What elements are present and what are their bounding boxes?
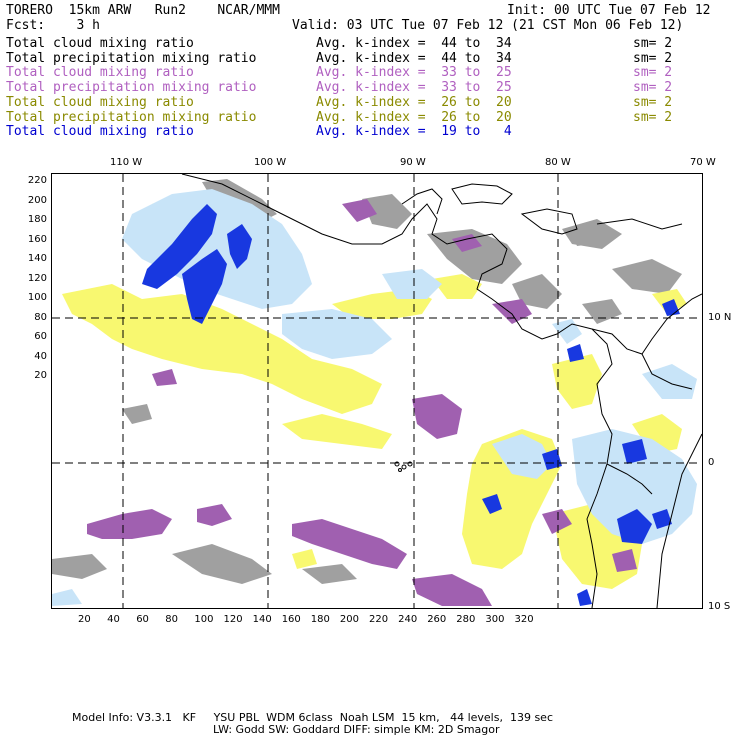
left-tick-label: 40 — [34, 350, 47, 362]
left-tick-label: 220 — [27, 175, 47, 186]
blue-cloud-regions — [142, 204, 680, 606]
lat-label-10n: 10 N — [708, 312, 732, 323]
coastlines — [181, 174, 702, 608]
left-tick-label: 80 — [34, 311, 47, 323]
legend-kindex: Avg. k-index = 26 to 20 — [316, 109, 512, 125]
legend-kindex: Avg. k-index = 44 to 34 — [316, 50, 512, 66]
left-tick-label: 20 — [34, 370, 47, 381]
legend-kindex: Avg. k-index = 33 to 25 — [316, 80, 512, 96]
legend-kindex: Avg. k-index = 44 to 34 — [316, 36, 512, 51]
bottom-tick-label: 80 — [165, 614, 179, 625]
valid-time: Valid: 03 UTC Tue 07 Feb 12 (21 CST Mon … — [292, 18, 684, 33]
physics-info: LW: Godd SW: Goddard DIFF: simple KM: 2D… — [213, 723, 500, 736]
left-tick-label: 160 — [27, 233, 47, 245]
model-info: Model Info: V3.3.1 KF YSU PBL WDM 6class… — [72, 711, 553, 724]
latlon-gridlines — [52, 174, 702, 608]
lightblue-cloud-regions — [52, 189, 697, 606]
bottom-tick-label: 160 — [281, 614, 301, 625]
legend-field: Total precipitation mixing ratio — [6, 80, 257, 96]
weather-map — [51, 173, 703, 609]
legend-sm: sm= 2 — [633, 50, 673, 66]
bottom-tick-label: 40 — [107, 614, 120, 625]
legend-kindex: Avg. k-index = 33 to 25 — [316, 65, 512, 81]
bottom-tick-label: 320 — [514, 614, 534, 625]
model-title: TORERO 15km ARW Run2 NCAR/MMM — [6, 3, 280, 18]
legend-field: Total cloud mixing ratio — [6, 124, 194, 140]
galapagos-islands — [394, 461, 413, 472]
legend-sm: sm= 2 — [633, 80, 673, 96]
legend-sm: sm= 2 — [633, 65, 673, 81]
bottom-tick-label: 260 — [427, 614, 447, 625]
bottom-tick-label: 20 — [78, 614, 91, 625]
left-tick-label: 140 — [27, 253, 47, 264]
bottom-tick-label: 100 — [194, 614, 214, 625]
lon-label-80w: 80 W — [545, 157, 571, 168]
lon-label-100w: 100 W — [254, 157, 287, 168]
legend-sm: sm= 2 — [633, 109, 673, 125]
bottom-tick-label: 220 — [369, 614, 389, 625]
legend-field: Total precipitation mixing ratio — [6, 109, 257, 125]
init-time: Init: 00 UTC Tue 07 Feb 12 — [507, 3, 711, 18]
lat-label-10s: 10 S — [708, 601, 731, 612]
legend-kindex: Avg. k-index = 26 to 20 — [316, 94, 512, 110]
left-tick-label: 200 — [27, 194, 47, 206]
bottom-tick-label: 300 — [485, 614, 505, 625]
legend-field: Total cloud mixing ratio — [6, 65, 194, 81]
legend-field: Total cloud mixing ratio — [6, 94, 194, 110]
legend-field: Total cloud mixing ratio — [6, 36, 194, 51]
lat-label-0: 0 — [708, 457, 715, 468]
bottom-tick-label: 280 — [456, 614, 476, 625]
lon-label-110w: 110 W — [110, 157, 143, 168]
bottom-tick-label: 240 — [398, 614, 418, 625]
legend-sm: sm= 2 — [633, 36, 673, 51]
legend-kindex: Avg. k-index = 19 to 4 — [316, 124, 512, 140]
forecast-hour: Fcst: 3 h — [6, 18, 100, 33]
bottom-tick-label: 140 — [252, 614, 272, 625]
left-tick-label: 120 — [27, 272, 47, 284]
left-tick-label: 60 — [34, 331, 47, 342]
bottom-tick-label: 200 — [339, 614, 359, 625]
lon-label-90w: 90 W — [400, 157, 426, 168]
bottom-tick-label: 120 — [223, 614, 243, 625]
left-tick-label: 180 — [27, 214, 47, 225]
legend-sm: sm= 2 — [633, 94, 673, 110]
bottom-tick-label: 60 — [136, 614, 149, 625]
legend-field: Total precipitation mixing ratio — [6, 50, 257, 66]
bottom-tick-label: 180 — [310, 614, 330, 625]
left-tick-label: 100 — [27, 292, 47, 303]
lon-label-70w: 70 W — [690, 157, 716, 168]
